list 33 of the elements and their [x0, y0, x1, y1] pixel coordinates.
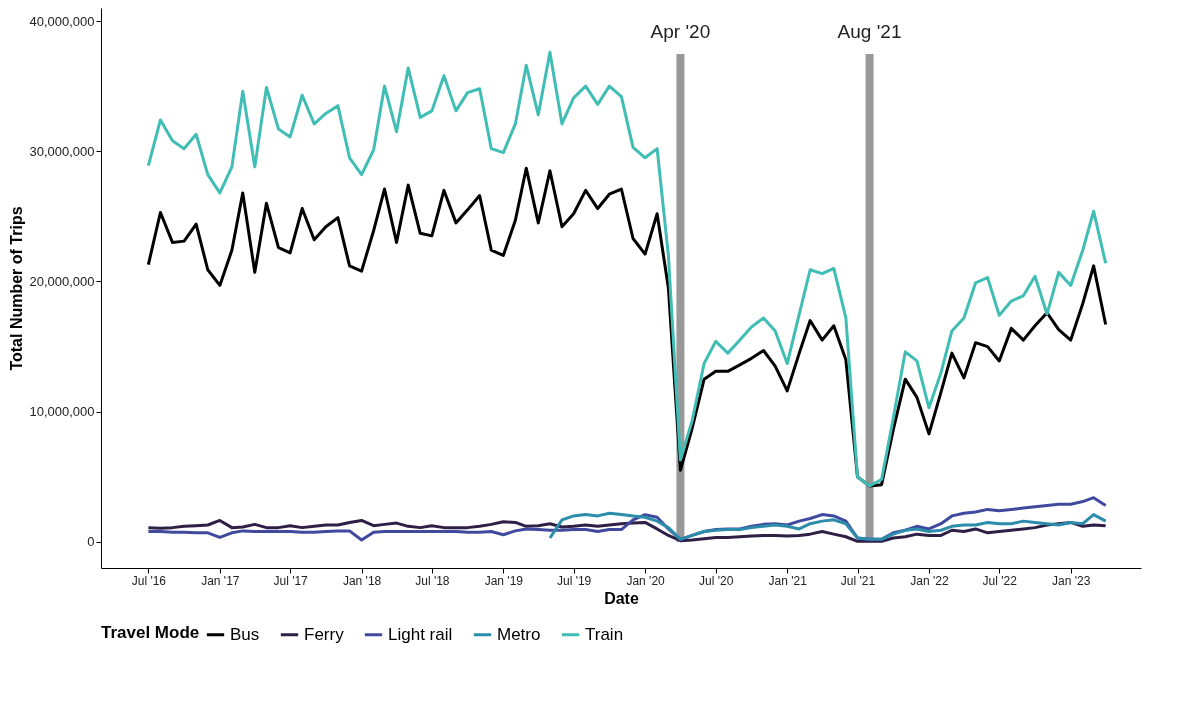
x-tick-label: Jul '18: [415, 573, 450, 588]
y-tick-label: 0: [87, 534, 95, 550]
x-axis-title: Date: [604, 589, 639, 607]
x-tick-label: Jan '22: [910, 573, 949, 588]
legend-label: Train: [585, 624, 624, 644]
x-tick-label: Jul '19: [556, 573, 592, 588]
x-tick-label: Jan '23: [1052, 573, 1091, 588]
line-series: [146, 50, 1108, 488]
x-tick-label: Jan '20: [626, 573, 666, 588]
legend-label: Metro: [497, 624, 541, 644]
x-tick-label: Jul '20: [699, 573, 734, 588]
ref-line-label: Aug '21: [837, 21, 902, 42]
y-tick-label: 20,000,000: [29, 273, 95, 289]
y-tick-label: 30,000,000: [29, 143, 95, 159]
line-series: [146, 518, 1108, 543]
ref-line-label: Apr '20: [650, 21, 711, 42]
x-tick-label: Jul '22: [982, 573, 1018, 588]
legend-label: Light rail: [388, 624, 453, 644]
x-tick-label: Jan '21: [768, 573, 808, 588]
x-tick-label: Jan '19: [484, 573, 524, 588]
x-tick-label: Jan '18: [342, 573, 382, 588]
legend-label: Ferry: [304, 624, 345, 644]
x-tick-label: Jan '17: [201, 573, 240, 588]
line-series: [548, 511, 1108, 541]
x-tick-label: Jul '16: [131, 573, 167, 588]
y-tick-label: 40,000,000: [29, 13, 95, 29]
y-tick-label: 10,000,000: [29, 404, 95, 420]
x-tick-label: Jul '21: [840, 573, 876, 588]
legend-label: Bus: [230, 624, 260, 644]
x-tick-label: Jul '17: [273, 573, 309, 588]
line-series: [146, 166, 1108, 488]
y-axis-title: Total Number of Trips: [8, 206, 26, 371]
legend-title: Travel Mode: [101, 623, 200, 642]
